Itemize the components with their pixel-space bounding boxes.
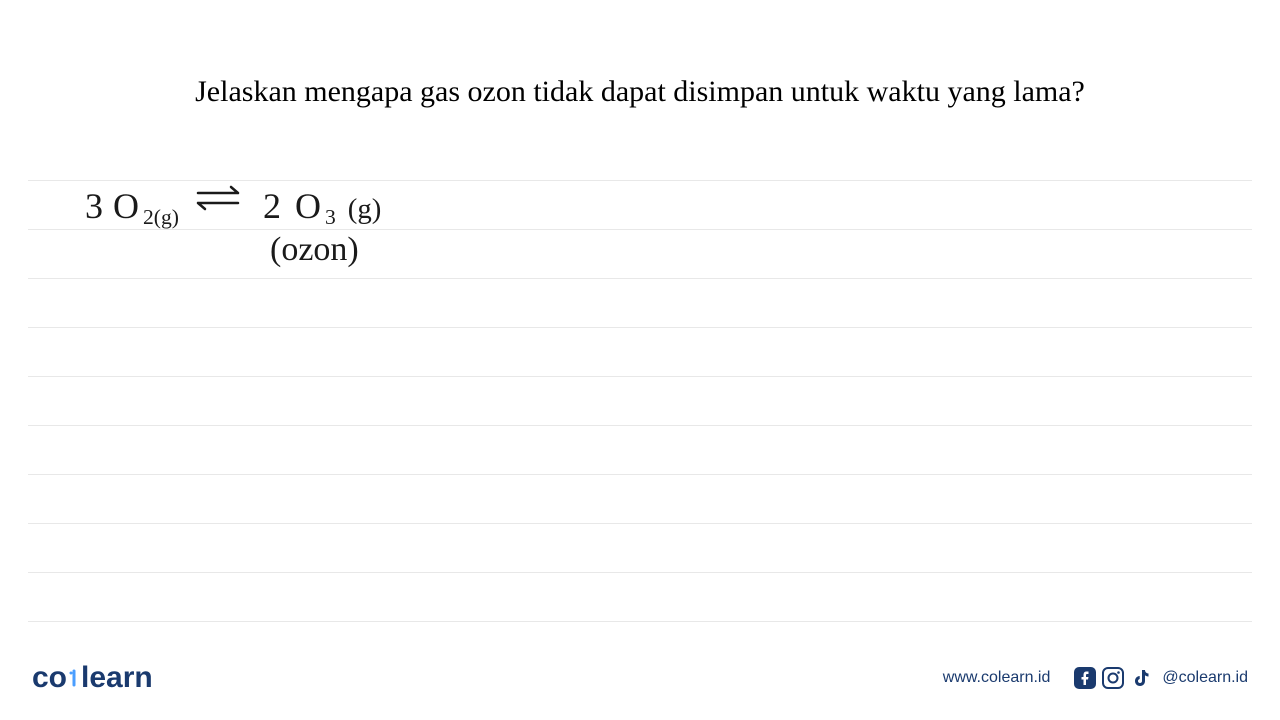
question-area: Jelaskan mengapa gas ozon tidak dapat di… [0, 0, 1280, 109]
ruled-line [28, 572, 1252, 573]
ruled-line [28, 180, 1252, 181]
molecule-2: O [295, 185, 321, 228]
molecule-1: O [113, 185, 139, 228]
ruled-line [28, 621, 1252, 622]
equation-line-1: 3 O 2(g) 2 O 3 (g) [85, 185, 381, 228]
social-handle: @colearn.id [1162, 669, 1248, 687]
website-url: www.colearn.id [943, 669, 1051, 687]
ozon-annotation: (ozon) [270, 230, 381, 271]
instagram-icon [1102, 667, 1124, 689]
footer-right: www.colearn.id @colear [943, 667, 1248, 689]
facebook-icon [1074, 667, 1096, 689]
ruled-line [28, 474, 1252, 475]
ruled-line [28, 278, 1252, 279]
question-text: Jelaskan mengapa gas ozon tidak dapat di… [0, 75, 1280, 109]
social-icons: @colearn.id [1074, 667, 1248, 689]
logo-separator [69, 666, 79, 694]
ruled-line [28, 327, 1252, 328]
state-2: (g) [348, 192, 382, 227]
ruled-line [28, 523, 1252, 524]
equilibrium-arrow-icon [193, 188, 243, 218]
footer: co learn www.colearn.id [0, 661, 1280, 695]
logo-part-learn: learn [81, 661, 153, 695]
subscript-2: 3 [325, 205, 336, 231]
logo-part-co: co [32, 661, 67, 695]
subscript-1: 2(g) [143, 205, 179, 231]
tiktok-icon [1130, 667, 1152, 689]
ruled-line [28, 376, 1252, 377]
ruled-line [28, 425, 1252, 426]
handwritten-equation: 3 O 2(g) 2 O 3 (g) (ozon) [85, 185, 381, 271]
coefficient-1: 3 [85, 185, 103, 228]
colearn-logo: co learn [32, 661, 153, 695]
coefficient-2: 2 [263, 185, 281, 228]
